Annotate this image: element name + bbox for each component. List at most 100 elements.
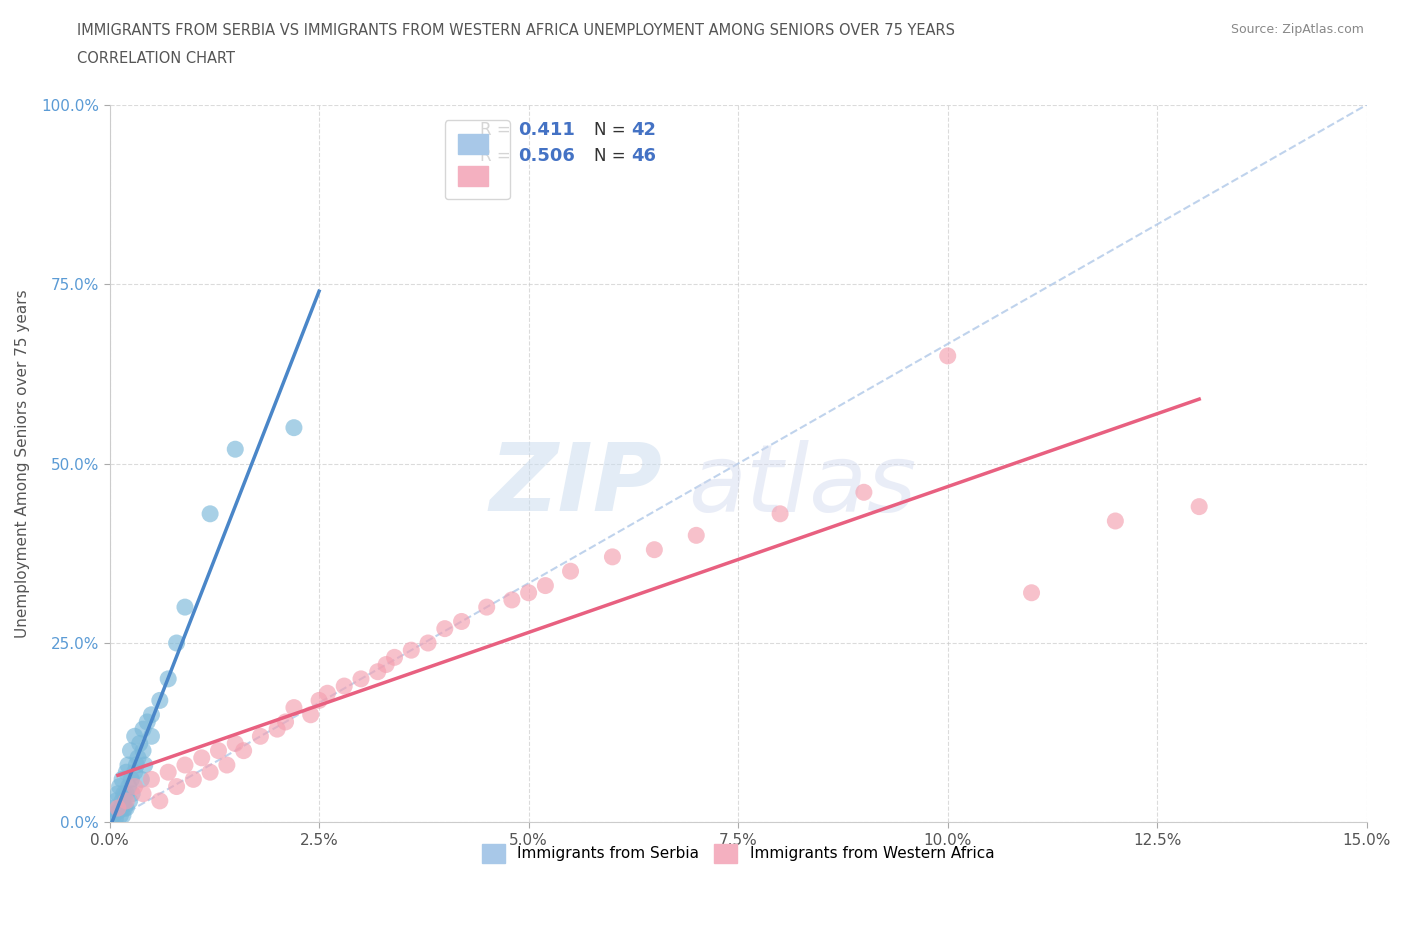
Text: N =: N = [593,121,630,139]
Point [283,420,305,435]
Point [111,793,134,808]
Point [132,743,155,758]
Point [104,811,127,826]
Legend: Immigrants from Serbia, Immigrants from Western Africa: Immigrants from Serbia, Immigrants from … [477,838,1001,869]
Point [107,801,129,816]
Point [107,804,129,819]
Point [124,779,146,794]
Point [124,764,146,779]
Point [274,714,297,729]
Point [198,506,221,521]
Point [367,664,389,679]
Point [224,736,246,751]
Point [232,743,254,758]
Point [433,621,456,636]
Point [131,772,153,787]
Point [136,714,159,729]
Point [1104,513,1126,528]
Text: ZIP: ZIP [489,439,662,531]
Point [183,772,205,787]
Point [333,679,356,694]
Text: Source: ZipAtlas.com: Source: ZipAtlas.com [1230,23,1364,36]
Text: R =: R = [481,147,516,166]
Point [132,786,155,801]
Point [266,722,288,737]
Point [115,801,138,816]
Point [128,736,150,751]
Point [110,801,132,816]
Text: 0.411: 0.411 [519,121,575,139]
Point [450,614,472,629]
Point [643,542,665,557]
Point [316,685,339,700]
Text: 46: 46 [631,147,657,166]
Point [852,485,875,499]
Point [107,786,129,801]
Point [299,708,322,723]
Point [115,793,138,808]
Point [1021,585,1043,600]
Point [308,693,330,708]
Point [110,808,132,823]
Point [125,758,148,773]
Point [118,779,141,794]
Point [936,349,959,364]
Point [103,808,125,823]
Point [121,786,143,801]
Point [108,779,131,794]
Point [149,693,172,708]
Point [174,600,197,615]
Point [157,671,180,686]
Point [249,729,271,744]
Point [517,585,540,600]
Point [401,643,423,658]
Point [475,600,498,615]
Point [111,772,134,787]
Point [157,764,180,779]
Point [124,729,146,744]
Point [141,729,163,744]
Y-axis label: Unemployment Among Seniors over 75 years: Unemployment Among Seniors over 75 years [15,289,30,638]
Text: R =: R = [481,121,516,139]
Text: 42: 42 [631,121,657,139]
Text: atlas: atlas [688,440,917,531]
Point [384,650,406,665]
Point [166,635,188,650]
Point [166,779,188,794]
Point [350,671,373,686]
Point [149,793,172,808]
Point [501,592,523,607]
Point [101,801,124,816]
Point [141,772,163,787]
Point [685,528,707,543]
Point [127,751,149,765]
Point [120,772,142,787]
Text: N =: N = [593,147,630,166]
Point [105,793,128,808]
Point [115,764,138,779]
Point [112,786,135,801]
Point [190,751,212,765]
Point [174,758,197,773]
Point [534,578,557,593]
Point [117,758,139,773]
Point [375,658,398,672]
Point [224,442,246,457]
Point [769,506,792,521]
Text: IMMIGRANTS FROM SERBIA VS IMMIGRANTS FROM WESTERN AFRICA UNEMPLOYMENT AMONG SENI: IMMIGRANTS FROM SERBIA VS IMMIGRANTS FRO… [77,23,955,38]
Point [1188,499,1211,514]
Text: 0.506: 0.506 [519,147,575,166]
Point [111,808,134,823]
Point [215,758,238,773]
Point [560,564,582,578]
Point [602,550,624,565]
Point [416,635,439,650]
Point [132,722,155,737]
Point [134,758,156,773]
Point [114,801,136,816]
Point [198,764,221,779]
Point [207,743,229,758]
Text: CORRELATION CHART: CORRELATION CHART [77,51,235,66]
Point [118,793,141,808]
Point [115,786,138,801]
